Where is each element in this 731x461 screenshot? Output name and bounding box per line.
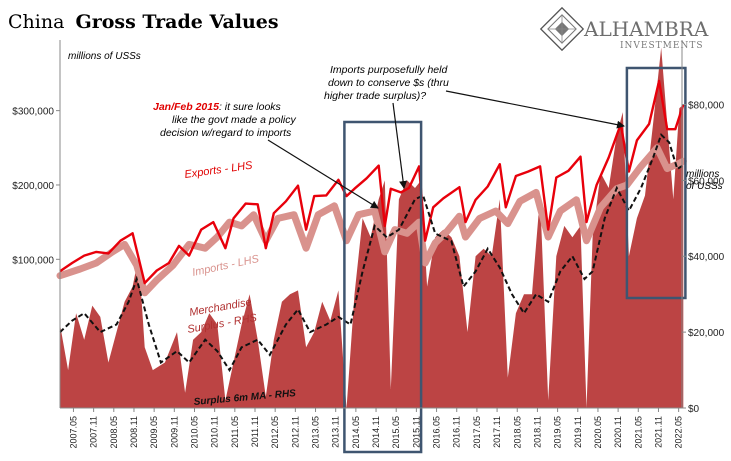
x-tick-label: 2012.11	[290, 416, 300, 448]
y-left-tick-label: $300,000	[12, 107, 54, 118]
x-tick-label: 2020.11	[613, 416, 623, 448]
x-tick-label: 2021.11	[654, 416, 664, 448]
x-tick-label: 2015.11	[411, 416, 421, 448]
annotation-jan-feb-line3: decision w/regard to imports	[160, 127, 292, 139]
y-right-tick-label: $20,000	[688, 328, 725, 339]
annotation-imports-held: Imports purposefully held down to conser…	[324, 64, 449, 102]
series-area-merchandise-surplus	[60, 47, 684, 409]
y-right-tick-label: $0	[688, 404, 700, 415]
x-tick-label: 2008.05	[109, 416, 119, 449]
annotation-jan-feb: Jan/Feb 2015: it sure looks like the gov…	[153, 101, 296, 139]
annotation-imports-held-line1: Imports purposefully held	[330, 64, 448, 76]
x-tick-label: 2013.11	[331, 416, 341, 448]
annotation-jan-feb-line1: : it sure looks	[219, 101, 282, 113]
chart-title-prefix: China	[8, 11, 64, 33]
annotation-imports-held-line2: down to conserve $s (thru	[328, 77, 449, 89]
right-axis-units-line2: of USSs	[686, 181, 723, 192]
imports-layer	[56, 144, 687, 297]
axes: $100,000 $200,000 $300,000 $0 $20,000 $40,000…	[12, 40, 725, 449]
x-tick-label: 2016.05	[432, 416, 442, 449]
annotation-jan-feb-line2: like the govt made a policy	[172, 114, 296, 126]
x-tick-label: 2010.05	[190, 416, 200, 449]
left-axis-units: millions of USSs	[68, 51, 141, 62]
x-tick-label: 2007.05	[68, 416, 78, 449]
x-tick-label: 2017.05	[472, 416, 482, 449]
x-tick-label: 2011.11	[250, 416, 260, 447]
y-left-tick-label: $200,000	[12, 181, 54, 192]
x-tick-label: 2010.11	[210, 416, 220, 448]
highlight-box-2	[625, 66, 687, 300]
x-tick-label: 2017.11	[492, 416, 502, 448]
x-tick-label: 2011.05	[230, 416, 240, 448]
x-tick-label: 2013.05	[311, 416, 321, 449]
brand-tagline: INVESTMENTS	[620, 41, 704, 51]
series-label-exports: Exports - LHS	[184, 159, 254, 181]
diamond-lattice-icon	[539, 6, 585, 52]
y-left-tick-label: $100,000	[12, 255, 54, 266]
x-tick-label: 2008.11	[129, 416, 139, 448]
series-line-exports	[59, 79, 685, 285]
x-tick-label: 2019.05	[553, 416, 563, 449]
x-tick-label: 2014.05	[351, 416, 361, 449]
highlight-boxes	[343, 66, 687, 454]
exports-layer	[59, 79, 685, 285]
series-line-surplus-ma	[59, 133, 684, 373]
svg-text:Jan/Feb 2015: it sure looks: Jan/Feb 2015: it sure looks	[153, 101, 282, 113]
x-tick-label: 2018.11	[532, 416, 542, 448]
arrow-imports-held-2	[445, 90, 625, 129]
series-label-imports: Imports - LHS	[191, 253, 261, 279]
x-tick-label: 2022.05	[674, 416, 684, 449]
x-tick-label: 2018.05	[512, 416, 522, 449]
x-tick-label: 2007.11	[89, 416, 99, 448]
brand-logo: ALHAMBRA INVESTMENTS	[539, 6, 709, 52]
y-right-tick-label: $60,000	[688, 176, 725, 187]
x-tick-label: 2009.05	[149, 416, 159, 449]
right-axis-units-line1: millions	[686, 169, 719, 180]
annotation-imports-held-line3: higher trade surplus)?	[324, 90, 426, 102]
x-tick-label: 2009.11	[169, 416, 179, 448]
x-tick-label: 2016.11	[452, 416, 462, 448]
highlight-box-1	[343, 120, 423, 454]
x-tick-label: 2020.05	[593, 416, 603, 449]
chart-title-main: Gross Trade Values	[75, 11, 278, 33]
chart-title: China Gross Trade Values	[8, 11, 279, 33]
annotation-jan-feb-bold: Jan/Feb 2015	[153, 101, 219, 113]
x-tick-label: 2021.05	[633, 416, 643, 449]
x-tick-label: 2015.05	[391, 416, 401, 449]
surplus-area-layer	[60, 47, 684, 409]
x-tick-label: 2019.11	[573, 416, 583, 448]
surplus-ma-layer	[59, 133, 684, 373]
arrow-imports-held-1	[392, 102, 408, 189]
arrow-jan-feb	[267, 139, 379, 209]
y-right-tick-label: $80,000	[688, 100, 725, 111]
x-tick-label: 2012.05	[270, 416, 280, 449]
x-tick-label: 2014.11	[371, 416, 381, 448]
brand-name: ALHAMBRA	[583, 17, 709, 41]
y-right-tick-label: $40,000	[688, 252, 725, 263]
series-line-imports	[56, 144, 687, 297]
